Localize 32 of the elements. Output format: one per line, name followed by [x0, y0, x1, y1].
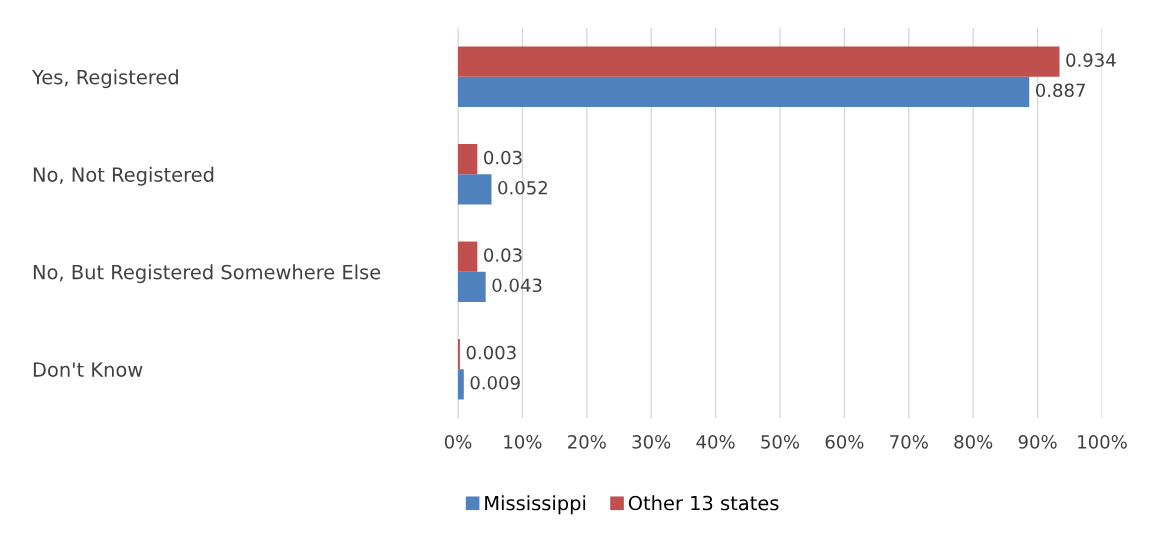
- x-tick-label: 80%: [954, 434, 993, 449]
- data-label: 0.043: [492, 278, 542, 293]
- bar: [458, 144, 478, 175]
- data-label: 0.934: [1066, 53, 1116, 67]
- bar: [458, 76, 1030, 107]
- legend-label: Other 13 states: [628, 495, 779, 511]
- data-label: 0.052: [498, 180, 547, 195]
- bar: [458, 46, 1060, 77]
- bar: [458, 241, 478, 272]
- y-tick-label: No, Not Registered: [33, 166, 214, 186]
- x-tick-label: 100%: [1078, 434, 1127, 449]
- y-tick-label: Don't Know: [33, 362, 143, 377]
- x-tick-label: 60%: [825, 434, 864, 449]
- x-tick-label: 50%: [761, 434, 800, 449]
- y-tick-label: No, But Registered Somewhere Else: [33, 264, 381, 284]
- x-tick-label: 10%: [504, 434, 542, 449]
- data-label: 0.03: [484, 248, 522, 262]
- data-label: 0.03: [484, 150, 522, 165]
- data-label: 0.009: [470, 375, 520, 390]
- x-tick-label: 0%: [444, 434, 472, 449]
- legend-label: Mississippi: [485, 495, 586, 515]
- bar: [458, 174, 492, 205]
- data-label: 0.003: [466, 345, 516, 360]
- x-tick-label: 30%: [632, 434, 671, 449]
- x-tick-label: 70%: [890, 434, 928, 449]
- bar: [458, 369, 464, 400]
- y-tick-label: Yes, Registered: [31, 69, 178, 89]
- x-tick-label: 40%: [696, 434, 735, 449]
- x-tick-label: 20%: [568, 434, 606, 449]
- data-label: 0.887: [1035, 83, 1085, 98]
- x-tick-label: 90%: [1018, 434, 1057, 449]
- bar: [458, 271, 486, 302]
